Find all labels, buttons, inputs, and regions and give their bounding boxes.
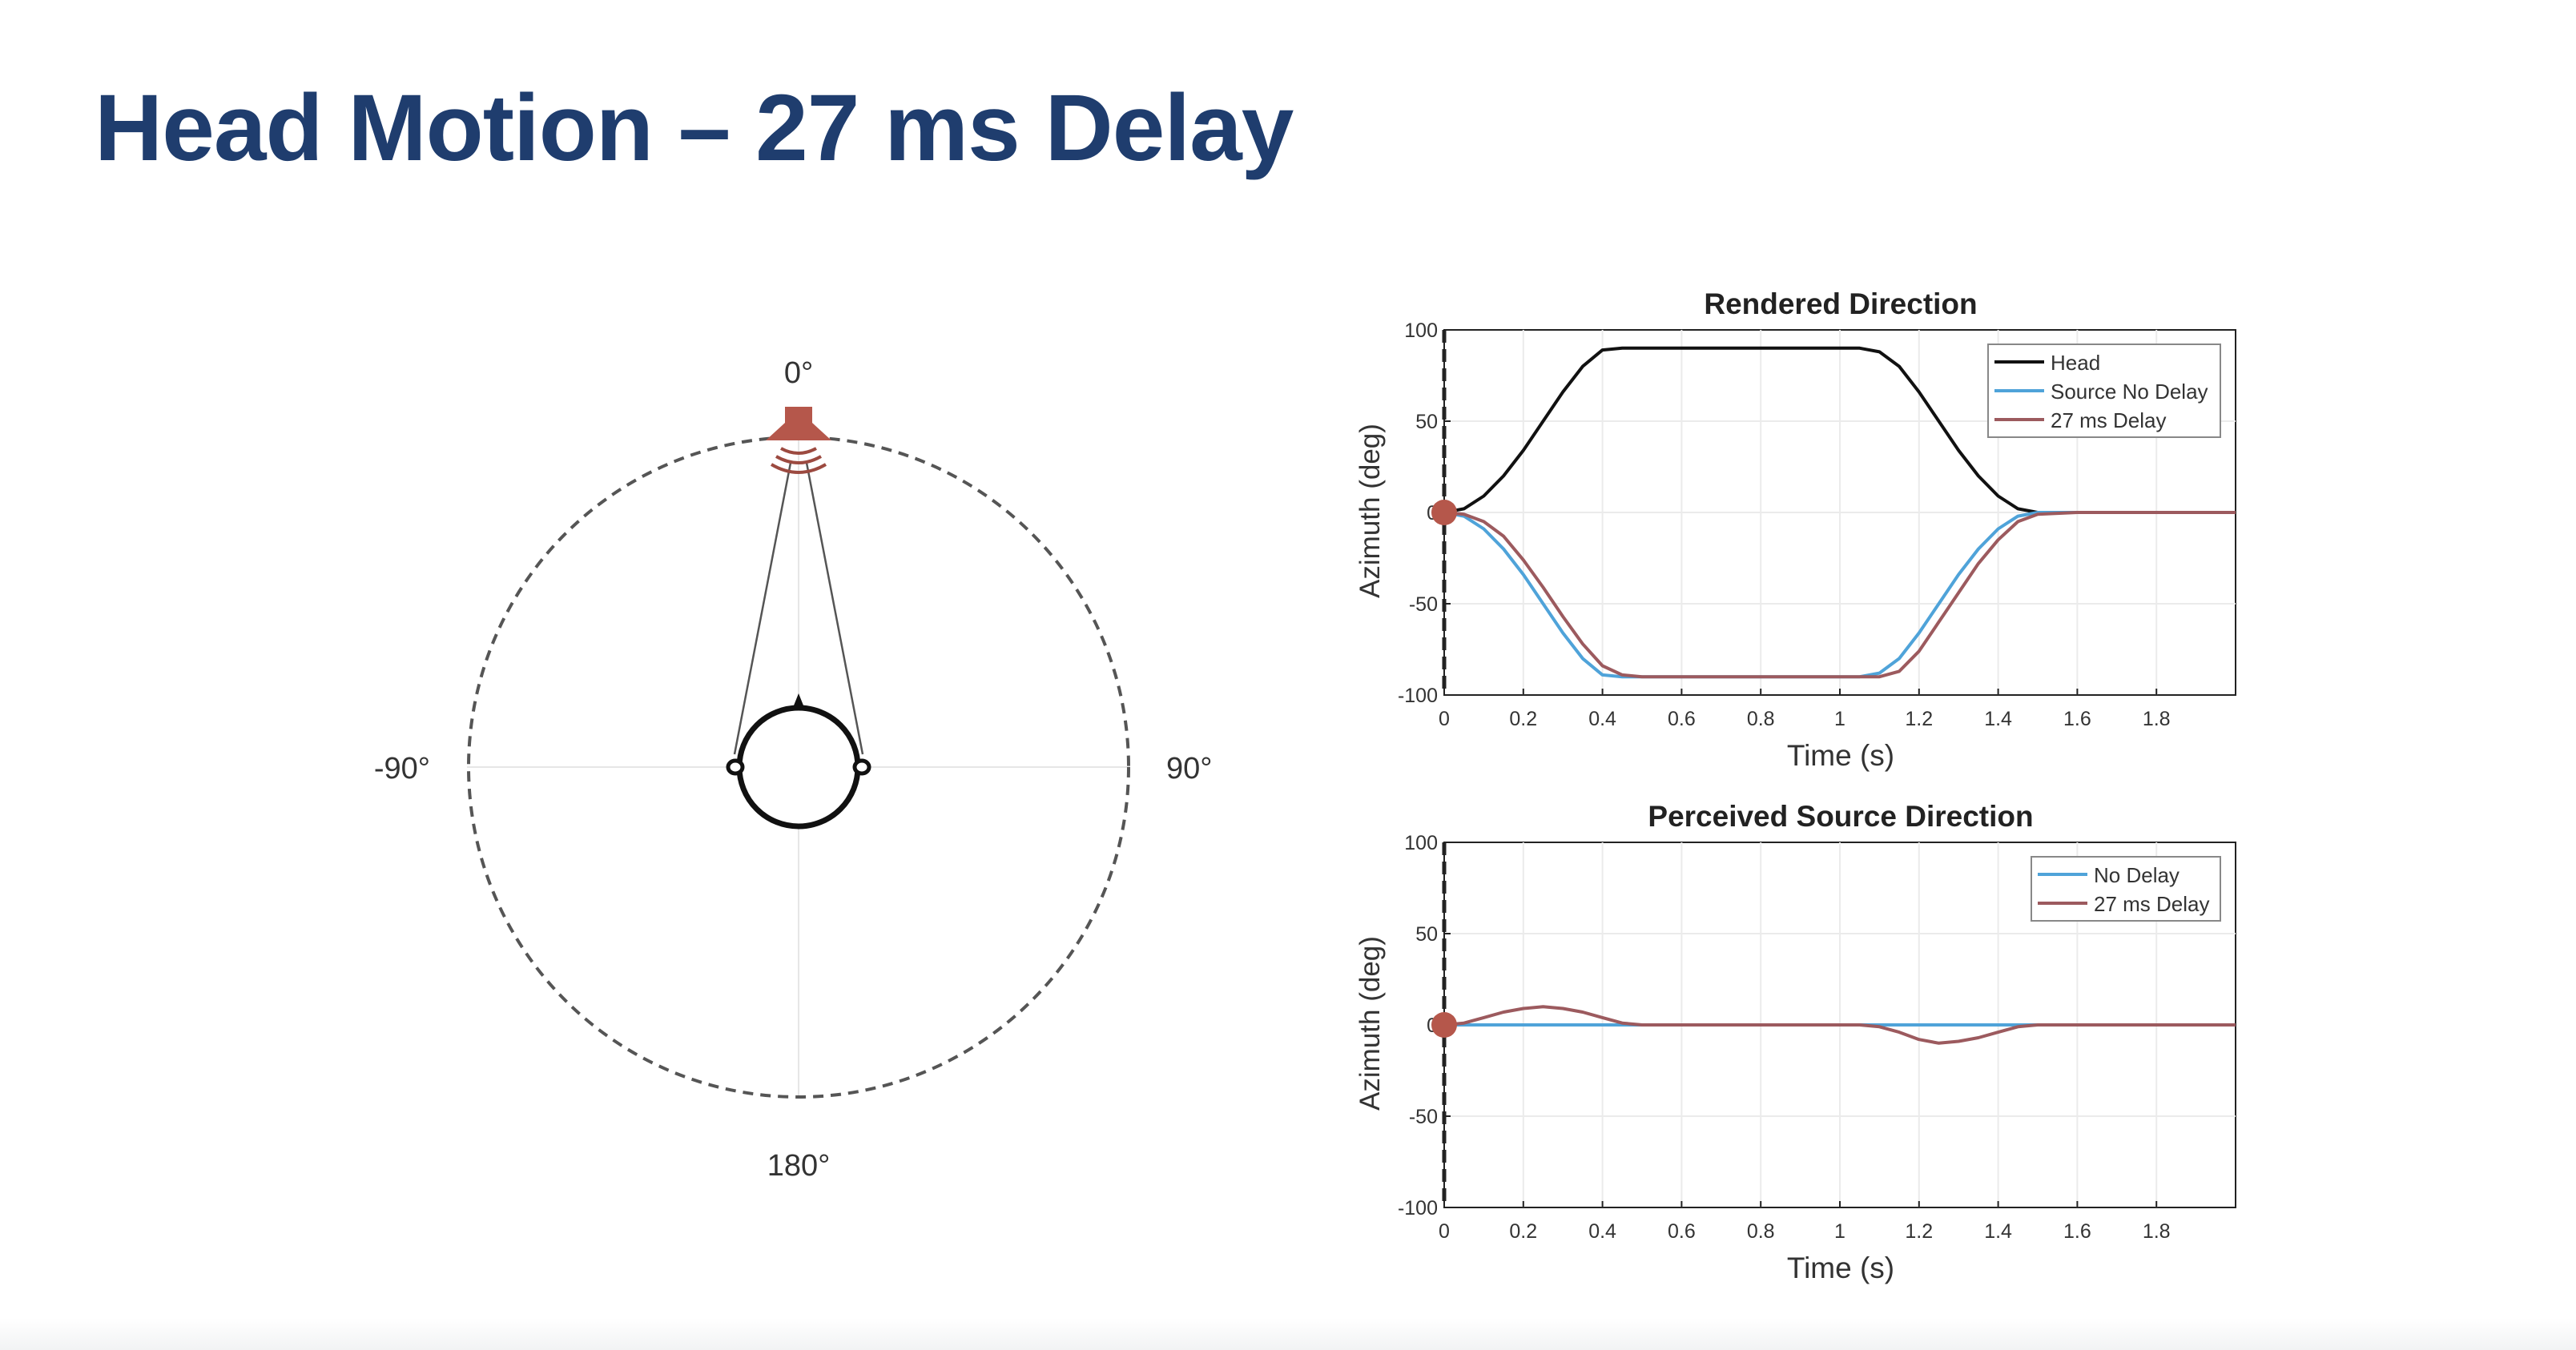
x-tick-label: 1.6 — [2063, 708, 2091, 730]
x-tick-label: 1.6 — [2063, 1220, 2091, 1243]
x-tick-label: 0.2 — [1509, 708, 1537, 730]
x-tick-label: 0.4 — [1588, 1220, 1616, 1243]
x-tick-label: 1.4 — [1984, 1220, 2012, 1243]
legend-label-no-delay: No Delay — [2094, 863, 2180, 887]
x-axis-label: Time (s) — [1787, 1252, 1894, 1284]
x-tick-label: 1.8 — [2143, 1220, 2171, 1243]
legend-box — [2031, 856, 2221, 922]
current-position-marker — [1431, 500, 1457, 525]
legend-label-source-no-delay: Source No Delay — [2051, 380, 2208, 404]
x-tick-label: 0 — [1439, 1220, 1450, 1243]
angle-label-left: -90° — [374, 752, 430, 785]
chart-legend: No Delay 27 ms Delay — [2031, 856, 2221, 922]
x-tick-label: 1.2 — [1905, 1220, 1933, 1243]
y-tick-label: 100 — [1404, 319, 1438, 342]
sight-line-left — [733, 462, 792, 755]
y-tick-label: -100 — [1398, 685, 1438, 707]
series-line-27-ms-delay — [1443, 1005, 2236, 1045]
y-axis-label: Azimuth (deg) — [1354, 424, 1386, 598]
angle-label-bottom: 180° — [767, 1149, 831, 1183]
y-tick-label: 50 — [1415, 411, 1438, 433]
listener-head-icon — [726, 693, 871, 830]
x-tick-label: 0.8 — [1747, 1220, 1775, 1243]
x-tick-label: 1.2 — [1905, 708, 1933, 730]
chart-title: Perceived Source Direction — [1648, 800, 2033, 833]
x-tick-label: 0.6 — [1668, 1220, 1696, 1243]
y-tick-label: 50 — [1415, 923, 1438, 946]
slide-bottom-fade — [0, 1318, 2576, 1350]
x-tick-label: 0.2 — [1509, 1220, 1537, 1243]
angle-label-top: 0° — [784, 356, 813, 390]
x-tick-label: 0.4 — [1588, 708, 1616, 730]
speaker-icon — [766, 407, 831, 474]
x-tick-label: 1.8 — [2143, 708, 2171, 730]
plot-area: 00.20.40.60.811.21.41.61.8100500-50-100 — [1398, 832, 2236, 1243]
x-tick-label: 0 — [1439, 708, 1450, 730]
x-tick-label: 1 — [1834, 1220, 1845, 1243]
y-tick-label: -50 — [1409, 593, 1438, 616]
angle-label-right: 90° — [1166, 752, 1212, 785]
current-position-marker — [1431, 1012, 1457, 1038]
x-tick-label: 0.8 — [1747, 708, 1775, 730]
legend-label-head: Head — [2051, 351, 2100, 375]
y-tick-label: 100 — [1404, 832, 1438, 854]
y-axis-label: Azimuth (deg) — [1354, 936, 1386, 1111]
y-tick-label: -50 — [1409, 1106, 1438, 1128]
sight-line-right — [805, 462, 864, 755]
y-tick-label: -100 — [1398, 1197, 1438, 1219]
x-tick-label: 1 — [1834, 708, 1845, 730]
x-tick-label: 0.6 — [1668, 708, 1696, 730]
chart-title: Rendered Direction — [1704, 287, 1977, 320]
x-tick-label: 1.4 — [1984, 708, 2012, 730]
chart-legend: Head Source No Delay 27 ms Delay — [1987, 344, 2221, 438]
x-axis-label: Time (s) — [1787, 739, 1894, 772]
legend-label-27ms-delay: 27 ms Delay — [2051, 408, 2167, 432]
slide-title: Head Motion – 27 ms Delay — [95, 75, 1294, 181]
series-line-27-ms-delay — [1443, 511, 2236, 679]
legend-label-27ms-delay: 27 ms Delay — [2094, 892, 2210, 916]
